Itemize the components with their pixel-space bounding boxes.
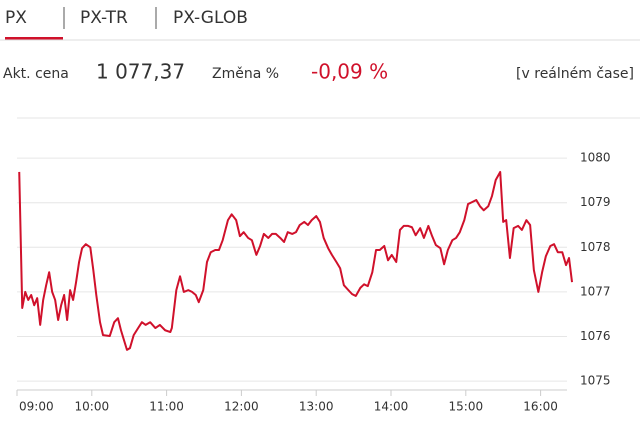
tab-active[interactable]: PX <box>5 8 27 28</box>
y-tick-label: 1076 <box>580 329 611 343</box>
plot: 1075 1076 1077 1078 1079 1080 09:00 10:00 11:00 1… <box>16 151 611 414</box>
x-tick-label: 13:00 <box>299 400 334 414</box>
x-tick-label: 10:00 <box>75 400 110 414</box>
tab[interactable]: PX-GLOB <box>173 8 248 28</box>
price-line <box>18 170 574 351</box>
x-tick-label: 12:00 <box>224 400 259 414</box>
price-label: Akt. cena <box>3 66 69 82</box>
tab-underline <box>5 37 63 40</box>
y-tick-label: 1078 <box>580 240 611 254</box>
change: -0,09 % <box>311 60 388 84</box>
change-label: Změna % <box>212 66 279 82</box>
price: 1 077,37 <box>96 60 185 84</box>
x-tick-label: 15:00 <box>449 400 484 414</box>
y-tick-label: 1080 <box>580 151 611 165</box>
x-tick-label: 11:00 <box>149 400 184 414</box>
y-tick-label: 1077 <box>580 284 611 298</box>
y-tick-label: 1075 <box>580 374 611 388</box>
x-tick-label: 16:00 <box>523 400 558 414</box>
x-tick-label: 14:00 <box>374 400 409 414</box>
realtime-note: [v reálném čase] <box>516 66 634 82</box>
x-tick-label: 09:00 <box>19 400 54 414</box>
tab[interactable]: PX-TR <box>80 8 128 28</box>
y-tick-label: 1079 <box>580 195 611 209</box>
